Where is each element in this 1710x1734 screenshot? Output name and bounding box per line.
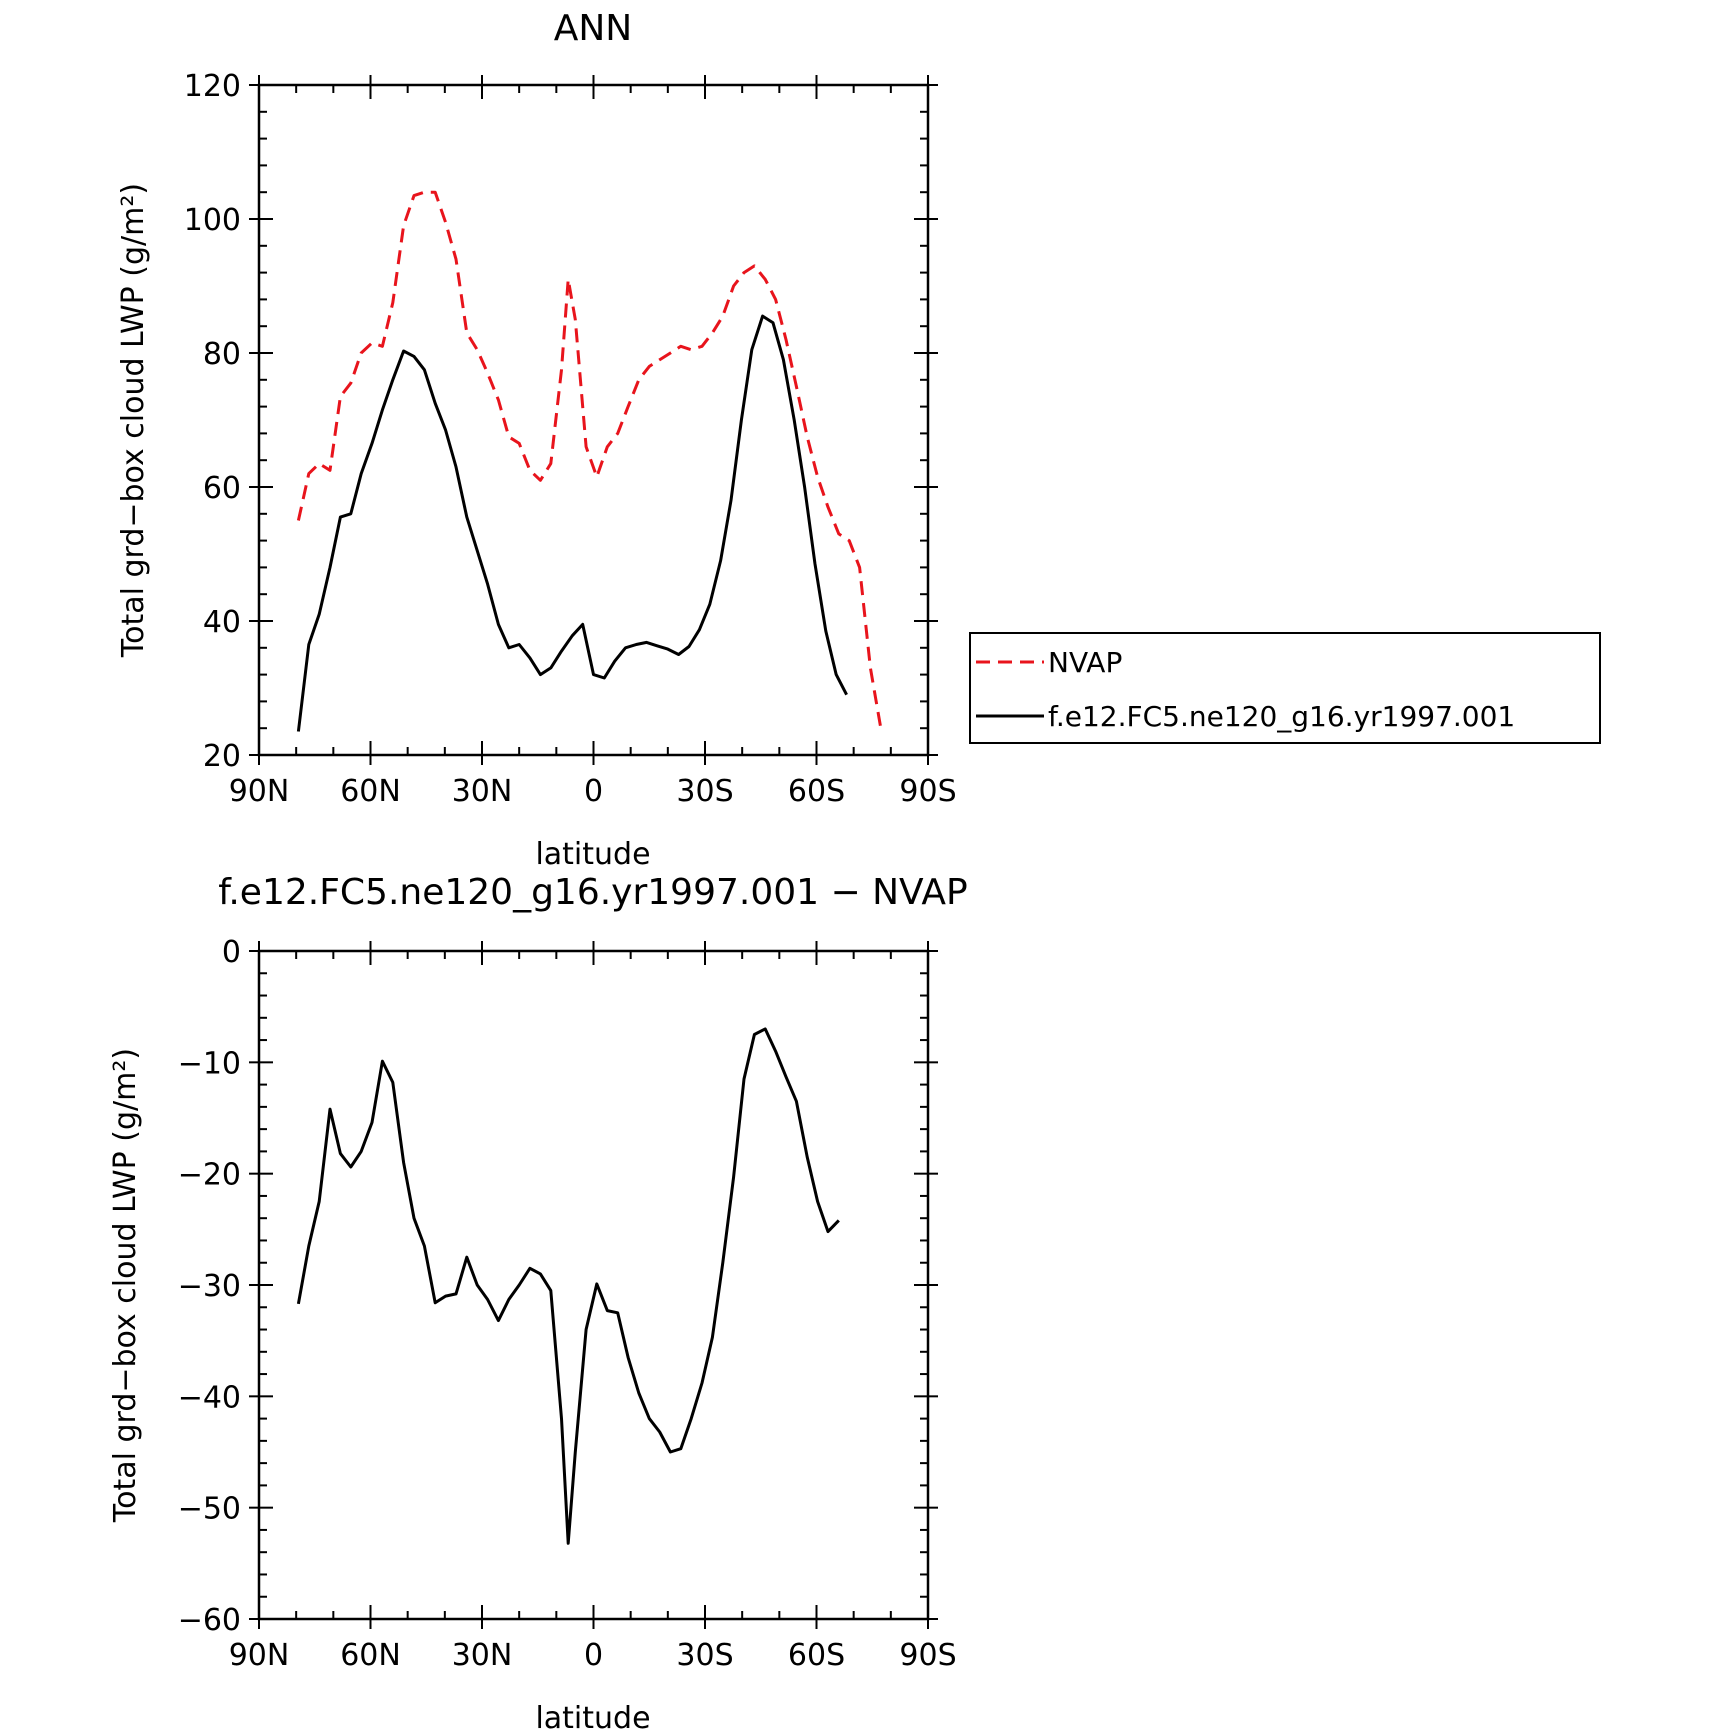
- bottom-series-line-0: [296, 1027, 840, 1545]
- bottom-y-tick-label: −60: [178, 1603, 241, 1638]
- bottom-y-tick-label: −40: [178, 1380, 241, 1415]
- top-y-tick-label: 60: [203, 471, 241, 506]
- top-x-tick-label: 90S: [899, 774, 956, 809]
- top-y-tick-label: 120: [184, 69, 241, 104]
- bottom-x-tick-label: 60N: [340, 1638, 401, 1673]
- bottom-y-tick-label: −30: [178, 1269, 241, 1304]
- top-x-axis-label: latitude: [535, 837, 650, 872]
- top-x-tick-label: 60N: [340, 774, 401, 809]
- legend-label-model: f.e12.FC5.ne120_g16.yr1997.001: [1048, 700, 1515, 733]
- bottom-plot-frame: [257, 949, 930, 1621]
- bottom-panel-axes: 90N 60N 30N 0 30S 60S 90S 0 −10 −20 −30 −40 −50 −60: [178, 935, 957, 1673]
- bottom-y-axis-label: Total grd−box cloud LWP (g/m²): [108, 1048, 143, 1523]
- top-panel-series: [296, 190, 883, 732]
- top-y-tick-label: 40: [203, 605, 241, 640]
- bottom-x-tick-label: 60S: [788, 1638, 845, 1673]
- bottom-y-tick-label: −50: [178, 1492, 241, 1527]
- top-panel-title: ANN: [554, 8, 633, 49]
- bottom-x-tick-label: 90N: [229, 1638, 290, 1673]
- bottom-x-tick-label: 30S: [676, 1638, 733, 1673]
- top-panel-axes: 90N 60N 30N 0 30S 60S 90S 20 40 60 80 100 120: [184, 69, 957, 809]
- top-series-line-1: [296, 314, 848, 732]
- top-panel: ANN 90N 60N 30N 0 30S 60S 90S 20 40 60 80 100 120 la…: [116, 8, 1601, 872]
- bottom-x-tick-label: 30N: [452, 1638, 513, 1673]
- legend-box: [969, 632, 1601, 744]
- bottom-y-tick-label: 0: [222, 935, 241, 970]
- bottom-x-tick-label: 0: [584, 1638, 603, 1673]
- bottom-x-tick-label: 90S: [899, 1638, 956, 1673]
- top-y-tick-label: 100: [184, 203, 241, 238]
- top-x-tick-label: 60S: [788, 774, 845, 809]
- bottom-panel-series: [296, 1027, 840, 1545]
- bottom-y-tick-label: −10: [178, 1046, 241, 1081]
- top-y-tick-label: 20: [203, 739, 241, 774]
- top-x-tick-label: 90N: [229, 774, 290, 809]
- top-y-axis-label: Total grd−box cloud LWP (g/m²): [116, 183, 151, 658]
- legend: NVAP f.e12.FC5.ne120_g16.yr1997.001: [969, 632, 1601, 744]
- top-series-line-0: [296, 190, 883, 729]
- top-x-tick-label: 0: [584, 774, 603, 809]
- legend-label-nvap: NVAP: [1048, 646, 1122, 679]
- top-x-tick-label: 30S: [676, 774, 733, 809]
- top-y-tick-label: 80: [203, 337, 241, 372]
- bottom-x-axis-label: latitude: [535, 1701, 650, 1734]
- bottom-panel-title: f.e12.FC5.ne120_g16.yr1997.001 − NVAP: [218, 872, 967, 913]
- bottom-y-tick-label: −20: [178, 1158, 241, 1193]
- bottom-panel: f.e12.FC5.ne120_g16.yr1997.001 − NVAP 90…: [108, 872, 968, 1734]
- top-x-tick-label: 30N: [452, 774, 513, 809]
- top-plot-frame: [257, 83, 930, 757]
